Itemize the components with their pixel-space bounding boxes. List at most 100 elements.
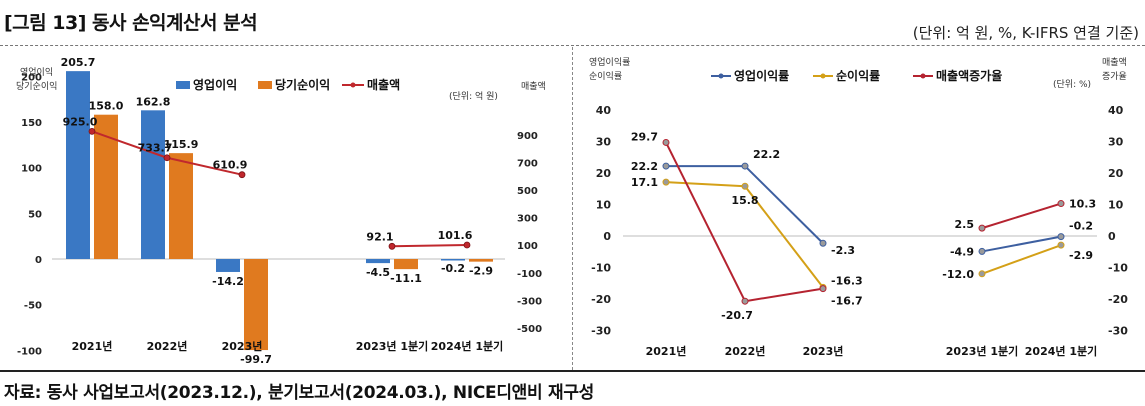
- label-revenue: 101.6: [438, 229, 473, 242]
- left-tick-label: 0: [35, 255, 42, 266]
- legend-label-net-income: 당기순이익: [275, 77, 330, 92]
- label-net-margin: 17.1: [631, 176, 658, 189]
- label-operating-profit: -0.2: [441, 262, 465, 275]
- left-tick-label: 30: [596, 136, 612, 149]
- x-axis-categories: 2021년 2022년 2023년 2023년 1분기 2024년 1분기: [646, 344, 1098, 358]
- x-category-label: 2022년: [147, 339, 188, 353]
- point-net-margin: [978, 270, 986, 278]
- x-category-label: 2022년: [725, 344, 766, 358]
- label-operating-profit: -14.2: [212, 275, 244, 288]
- left-tick-label: 50: [28, 209, 42, 220]
- left-tick-label: -100: [17, 346, 42, 357]
- label-net-margin: -2.9: [1069, 249, 1093, 262]
- right-tick-label: -300: [517, 296, 542, 307]
- margin-line-chart: 영업이익률 순이익률 매출액 증가율 (단위: %) 영업이익률 순이익률 매출액증…: [589, 56, 1128, 358]
- legend-label-operating-margin: 영업이익률: [734, 68, 789, 83]
- right-tick-label: 10: [1108, 199, 1124, 212]
- label-operating-profit: -4.5: [366, 266, 390, 279]
- bar-net-income: [394, 259, 418, 270]
- point-operating-margin: [978, 247, 986, 255]
- x-category-label: 2021년: [72, 339, 113, 353]
- legend-swatch-operating-profit: [176, 81, 190, 89]
- legend-label-revenue: 매출액: [367, 77, 400, 92]
- label-net-income: 115.9: [164, 138, 199, 151]
- right-axis-label: 매출액: [521, 80, 546, 92]
- bar-net-income: [244, 259, 268, 351]
- right-tick-label: 900: [517, 131, 538, 142]
- left-tick-label: -20: [591, 293, 611, 306]
- top-divider: [0, 45, 1145, 46]
- revenue-line-segment: [391, 243, 468, 248]
- left-axis-label-line2: 순이익률: [589, 70, 622, 82]
- left-axis-label-line1: 영업이익률: [589, 56, 630, 68]
- right-axis-label-line2: 증가율: [1102, 71, 1127, 82]
- legend-label-revenue-growth: 매출액증가율: [936, 68, 1002, 83]
- unit-note: (단위: 억 원, %, K-IFRS 연결 기준): [912, 24, 1139, 42]
- right-tick-label: 30: [1108, 136, 1124, 149]
- figure-header: [그림 13] 동사 손익계산서 분석 (단위: 억 원, %, K-IFRS …: [0, 0, 1145, 46]
- right-tick-label: 40: [1108, 104, 1124, 117]
- revenue-point: [463, 241, 471, 249]
- figure-title: [그림 13] 동사 손익계산서 분석: [4, 12, 258, 34]
- point-net-margin: [1057, 241, 1065, 249]
- bar-operating-profit: [366, 259, 390, 264]
- bar-operating-profit: [141, 110, 165, 259]
- revenue-point: [163, 154, 171, 162]
- x-category-label: 2023년 1분기: [356, 339, 428, 353]
- revenue-line-segment: [166, 156, 243, 176]
- right-tick-label: 20: [1108, 167, 1124, 180]
- x-category-label: 2023년: [803, 344, 844, 358]
- chart-legend: 영업이익률 순이익률 매출액증가율: [711, 68, 1002, 83]
- bar-operating-profit: [216, 259, 240, 272]
- bottom-divider: [0, 370, 1145, 372]
- right-tick-label: 300: [517, 214, 538, 225]
- series-line-revenue-growth: [665, 141, 746, 302]
- x-category-label: 2024년 1분기: [1025, 344, 1097, 358]
- label-operating-profit: 205.7: [61, 56, 96, 69]
- legend-swatch-net-income: [258, 81, 272, 89]
- right-tick-label: -10: [1108, 262, 1128, 275]
- label-net-income: -99.7: [240, 353, 272, 366]
- label-revenue: 610.9: [213, 159, 248, 172]
- label-revenue: 92.1: [366, 230, 393, 243]
- bar-operating-profit: [66, 71, 90, 259]
- point-operating-margin: [662, 162, 670, 170]
- revenue-point: [238, 171, 246, 179]
- series-line-net-margin: [665, 181, 746, 188]
- label-revenue-growth: 29.7: [631, 130, 658, 143]
- legend-label-operating-profit: 영업이익: [193, 77, 237, 92]
- label-revenue-growth: 2.5: [955, 218, 975, 231]
- label-net-income: 158.0: [89, 100, 124, 113]
- label-net-margin: -16.3: [831, 274, 863, 287]
- label-revenue: 733.7: [138, 142, 173, 155]
- point-revenue-growth: [1057, 200, 1065, 208]
- label-net-margin: 15.8: [731, 194, 758, 207]
- legend-marker-revenue: [350, 82, 356, 88]
- revenue-line-series: [88, 127, 471, 250]
- x-category-label: 2024년 1분기: [431, 339, 503, 353]
- right-tick-label: 700: [517, 158, 538, 169]
- chart-legend: 영업이익 당기순이익 매출액: [176, 77, 400, 92]
- label-revenue-growth: 10.3: [1069, 198, 1096, 211]
- revenue-point: [388, 242, 396, 250]
- right-tick-label: 0: [1108, 230, 1116, 243]
- legend-marker-revenue-growth: [920, 73, 926, 79]
- label-revenue-growth: -16.7: [831, 295, 863, 308]
- label-operating-margin: -2.3: [831, 244, 855, 257]
- left-axis-ticks: 300250200150100500-50-100-150: [17, 72, 42, 357]
- label-operating-margin: 22.2: [631, 160, 658, 173]
- x-category-label: 2021년: [646, 344, 687, 358]
- point-revenue-growth: [819, 285, 827, 293]
- series-line-operating-margin: [981, 235, 1062, 253]
- figure-footer: 자료: 동사 사업보고서(2023.12.), 분기보고서(2024.03.),…: [0, 370, 1145, 406]
- point-operating-margin: [741, 162, 749, 170]
- legend-label-net-margin: 순이익률: [836, 68, 880, 83]
- left-axis-ticks: 40 30 20 10 0 -10 -20 -30: [591, 104, 611, 338]
- left-tick-label: 200: [21, 72, 42, 83]
- label-net-income: -2.9: [469, 265, 493, 278]
- point-revenue-growth: [978, 224, 986, 232]
- bar-series: [66, 71, 493, 351]
- bar-net-income: [169, 153, 193, 259]
- left-tick-label: -10: [591, 262, 611, 275]
